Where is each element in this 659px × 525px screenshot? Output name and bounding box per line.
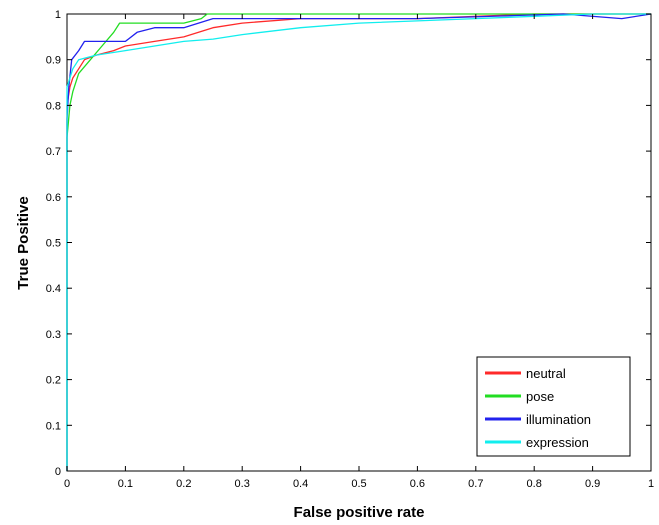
series-line-illumination — [66, 13, 652, 471]
legend-label-neutral: neutral — [526, 366, 566, 381]
x-tick-label: 0.1 — [118, 478, 133, 490]
y-tick-label: 0.2 — [46, 375, 61, 387]
y-tick-label: 0.7 — [46, 146, 61, 158]
x-tick-label: 0.3 — [235, 478, 250, 490]
x-tick-label: 0.9 — [585, 478, 600, 490]
x-tick-label: 0.6 — [410, 478, 425, 490]
y-tick-label: 0.3 — [46, 329, 61, 341]
series-line-pose — [66, 13, 651, 471]
y-tick-label: 0.4 — [46, 283, 61, 295]
x-axis-label: False positive rate — [294, 504, 425, 521]
y-tick-label: 0.8 — [46, 100, 61, 112]
series-layer — [66, 13, 652, 471]
legend-label-pose: pose — [526, 389, 554, 404]
y-axis-label: True Positive — [15, 196, 32, 289]
legend: neutral pose illumination expression — [476, 356, 631, 457]
x-tick-label: 1 — [648, 478, 654, 490]
y-tick-label: 1 — [55, 9, 61, 21]
y-tick-label: 0.9 — [46, 55, 61, 67]
x-tick-label: 0.2 — [176, 478, 191, 490]
series-line-expression — [66, 13, 651, 471]
y-tick-label: 0.1 — [46, 420, 61, 432]
legend-label-illumination: illumination — [526, 412, 591, 427]
x-tick-label: 0.4 — [293, 478, 308, 490]
legend-label-expression: expression — [526, 435, 589, 450]
x-tick-label: 0.8 — [527, 478, 542, 490]
y-tick-label: 0.6 — [46, 192, 61, 204]
x-tick-label: 0 — [64, 478, 70, 490]
x-tick-label: 0.7 — [468, 478, 483, 490]
x-tick-label: 0.5 — [351, 478, 366, 490]
y-tick-label: 0.5 — [46, 238, 61, 250]
y-tick-label: 0 — [55, 466, 61, 478]
tick-layer: 0 0.1 0.2 0.3 0.4 0.5 0.6 0.7 0.8 0.9 1 0 0.1 0.2 0.3 0… — [46, 9, 654, 490]
